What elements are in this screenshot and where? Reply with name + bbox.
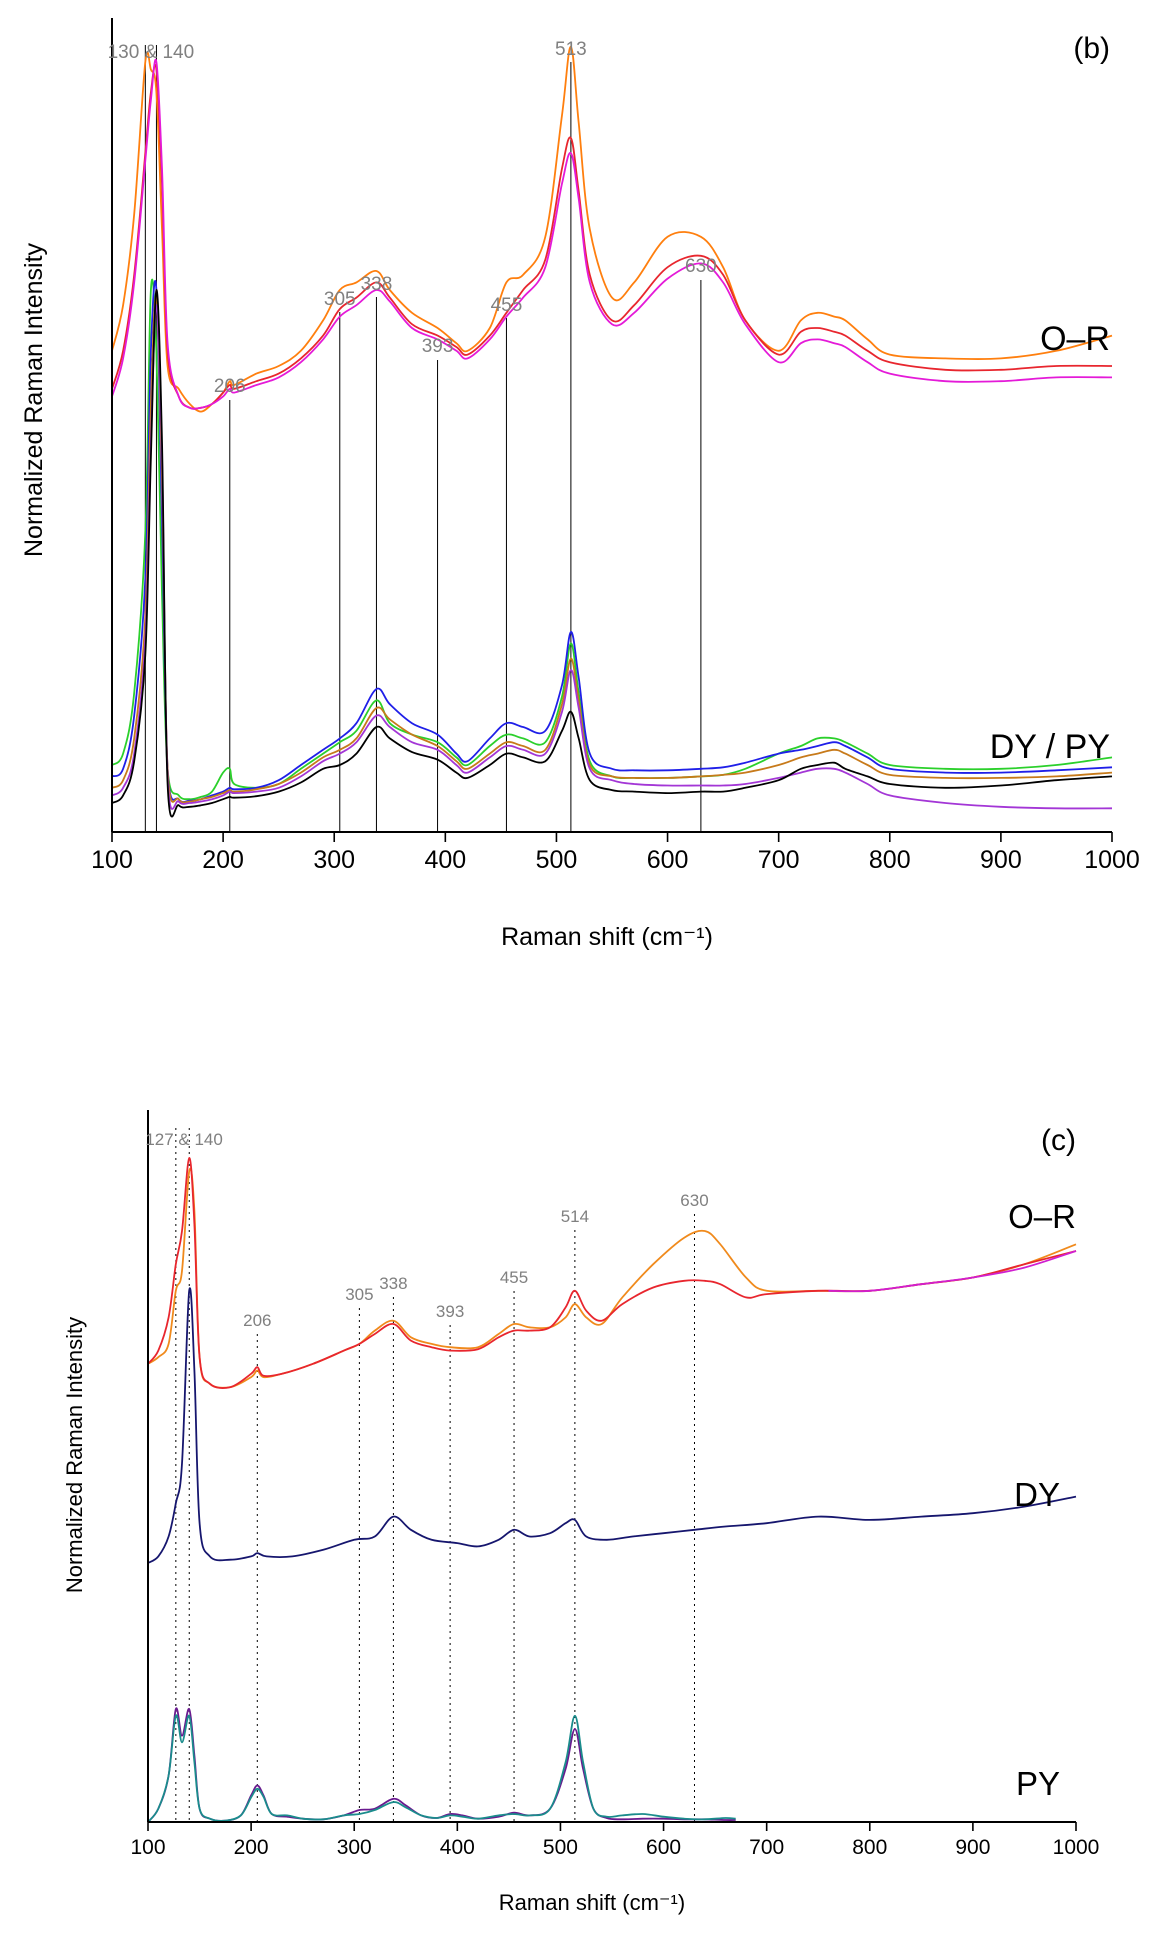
panel-c-chart: 100 200 300 400 500 600 700 800 900 1000 127 & 14… [62, 1110, 1099, 1915]
x-tick-label: 900 [980, 846, 1022, 874]
x-tick-label: 100 [91, 846, 133, 874]
peak-label: 338 [361, 274, 393, 295]
panel-b-y-axis-title: Normalized Raman Intensity [20, 242, 48, 557]
panel-b-x-axis-title: Raman shift (cm⁻¹) [501, 923, 713, 951]
x-tick-label: 300 [313, 846, 355, 874]
panel-b-x-ticks: 100 200 300 400 500 600 700 800 900 1000 [91, 832, 1140, 874]
x-tick-label: 1000 [1084, 846, 1140, 874]
peak-label: 206 [243, 1311, 271, 1330]
series-line [147, 1157, 1077, 1389]
panel-b-chart: 100 200 300 400 500 600 700 800 900 1000 130 & 14… [20, 18, 1140, 951]
x-tick-label: 700 [758, 846, 800, 874]
series-line [111, 45, 1113, 413]
panel-c-peak-labels: 127 & 140 206 305 338 393 455 514 630 [145, 1130, 708, 1330]
x-tick-label: 500 [536, 846, 578, 874]
peak-label: 630 [685, 256, 717, 277]
peak-label: 513 [555, 39, 587, 60]
peak-label: 514 [561, 1207, 589, 1226]
series-line [147, 1714, 736, 1823]
panel-c-y-axis-title: Normalized Raman Intensity [62, 1317, 87, 1593]
panel-c-peak-lines [175, 1128, 695, 1822]
peak-label: 206 [214, 376, 246, 397]
series-line [111, 278, 1113, 801]
panel-b-peak-lines [144, 45, 702, 832]
x-tick-label: 300 [337, 1836, 372, 1859]
x-tick-label: 600 [646, 1836, 681, 1859]
peak-label: 130 & 140 [108, 42, 195, 63]
panel-b-series [111, 45, 1113, 818]
x-tick-label: 800 [869, 846, 911, 874]
x-tick-label: 500 [543, 1836, 578, 1859]
x-tick-label: 900 [955, 1836, 990, 1859]
panel-c-group-label-or: O–R [1008, 1198, 1076, 1235]
peak-label: 338 [379, 1274, 407, 1293]
x-tick-label: 800 [852, 1836, 887, 1859]
peak-label: 455 [491, 295, 523, 316]
peak-label: 393 [436, 1302, 464, 1321]
x-tick-label: 200 [202, 846, 244, 874]
peak-label: 305 [324, 289, 356, 310]
panel-b-group-label-dypy: DY / PY [990, 728, 1110, 766]
x-tick-label: 700 [749, 1836, 784, 1859]
panel-c-series [147, 1157, 1077, 1823]
x-tick-label: 400 [440, 1836, 475, 1859]
panel-c-x-ticks: 100 200 300 400 500 600 700 800 900 1000 [130, 1822, 1099, 1859]
series-line [111, 289, 1113, 818]
series-line [111, 63, 1113, 410]
panel-c-letter: (c) [1041, 1124, 1076, 1157]
peak-label: 393 [422, 336, 454, 357]
panel-b-letter: (b) [1073, 32, 1110, 65]
series-line [147, 1287, 1077, 1564]
x-tick-label: 1000 [1053, 1836, 1100, 1859]
panel-c-x-axis-title: Raman shift (cm⁻¹) [499, 1890, 685, 1915]
peak-label: 305 [345, 1285, 373, 1304]
x-tick-label: 400 [424, 846, 466, 874]
panel-c-group-label-py: PY [1016, 1765, 1060, 1802]
peak-label: 127 & 140 [145, 1130, 223, 1149]
peak-label: 630 [680, 1191, 708, 1210]
series-line [828, 1250, 1077, 1293]
peak-label: 455 [500, 1268, 528, 1287]
x-tick-label: 600 [647, 846, 689, 874]
panel-c-group-label-dy: DY [1014, 1476, 1060, 1513]
x-tick-label: 200 [234, 1836, 269, 1859]
panel-b-group-label-or: O–R [1040, 320, 1110, 358]
x-tick-label: 100 [130, 1836, 165, 1859]
series-line [111, 58, 1113, 410]
